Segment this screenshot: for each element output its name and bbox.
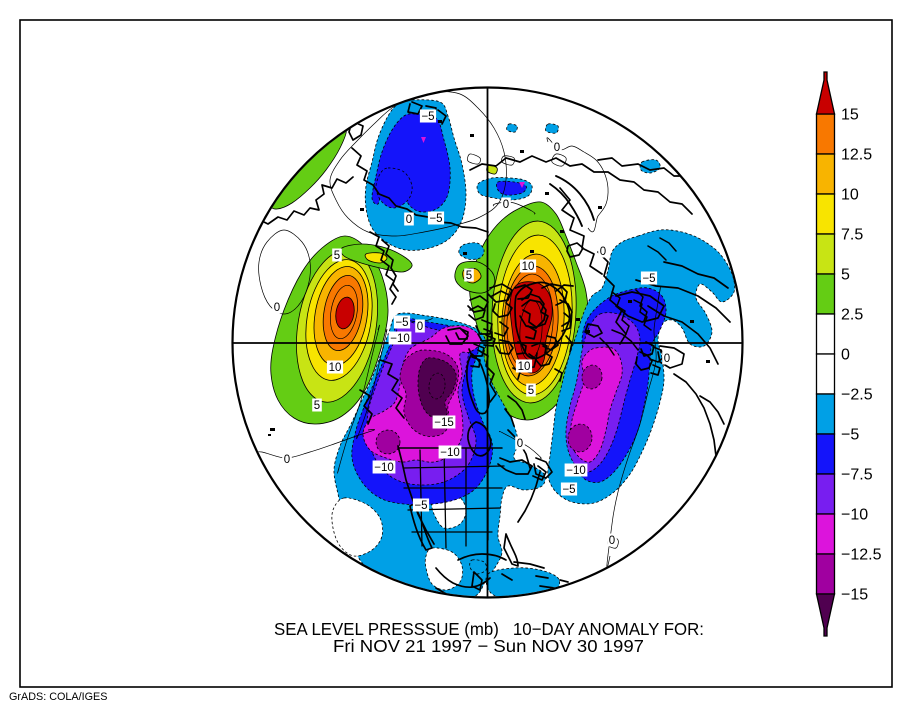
svg-text:−10: −10 <box>390 333 410 345</box>
svg-text:0: 0 <box>600 246 606 258</box>
svg-text:0: 0 <box>841 347 850 364</box>
svg-text:10: 10 <box>329 362 342 374</box>
svg-text:−5: −5 <box>642 273 655 285</box>
svg-text:0: 0 <box>517 438 523 450</box>
svg-text:−10: −10 <box>440 447 460 459</box>
svg-text:0: 0 <box>274 302 280 314</box>
svg-text:5: 5 <box>528 385 534 397</box>
svg-text:Fri NOV 21 1997 − Sun NOV 30 1: Fri NOV 21 1997 − Sun NOV 30 1997 <box>333 636 644 656</box>
svg-text:−5: −5 <box>841 427 859 444</box>
svg-text:15: 15 <box>841 107 859 124</box>
svg-text:−5: −5 <box>414 500 427 512</box>
svg-text:0: 0 <box>609 535 615 547</box>
svg-text:−5: −5 <box>429 213 442 225</box>
svg-text:−10: −10 <box>566 465 586 477</box>
svg-text:−12.5: −12.5 <box>841 547 882 564</box>
svg-text:0: 0 <box>664 353 670 365</box>
svg-text:SEA LEVEL PRESSSUE (mb) 10−D: SEA LEVEL PRESSSUE (mb) 10−DAY ANOMALY F… <box>274 619 704 639</box>
svg-text:5: 5 <box>314 400 320 412</box>
svg-text:0: 0 <box>503 199 509 211</box>
svg-text:0: 0 <box>406 214 412 226</box>
svg-text:−7.5: −7.5 <box>841 467 873 484</box>
svg-text:−5: −5 <box>421 111 434 123</box>
svg-text:0: 0 <box>284 454 290 466</box>
svg-text:2.5: 2.5 <box>841 307 863 324</box>
svg-text:−10: −10 <box>841 507 868 524</box>
svg-text:12.5: 12.5 <box>841 147 872 164</box>
svg-text:−5: −5 <box>395 317 408 329</box>
svg-text:−15: −15 <box>434 417 454 429</box>
svg-text:−10: −10 <box>374 462 394 474</box>
svg-text:0: 0 <box>417 321 423 333</box>
svg-text:5: 5 <box>466 270 472 282</box>
svg-text:7.5: 7.5 <box>841 227 863 244</box>
svg-text:10: 10 <box>522 261 535 273</box>
svg-text:5: 5 <box>334 250 340 262</box>
svg-text:−2.5: −2.5 <box>841 387 873 404</box>
svg-text:−5: −5 <box>562 484 575 496</box>
svg-text:5: 5 <box>841 267 850 284</box>
svg-text:10: 10 <box>841 187 859 204</box>
svg-text:−15: −15 <box>841 587 868 604</box>
svg-text:GrADS: COLA/IGES: GrADS: COLA/IGES <box>9 691 107 703</box>
svg-text:0: 0 <box>554 142 560 154</box>
svg-text:10: 10 <box>518 361 531 373</box>
